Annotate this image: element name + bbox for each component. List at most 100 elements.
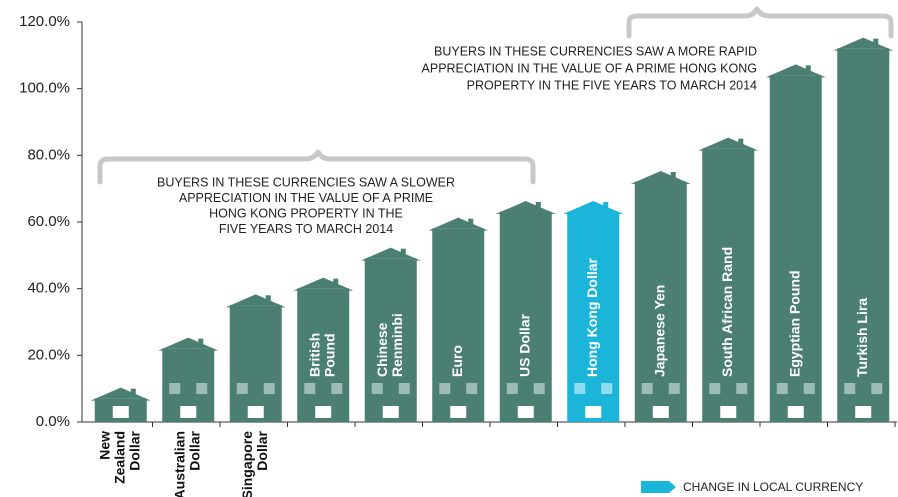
window <box>803 383 815 394</box>
roof <box>698 137 759 151</box>
door <box>247 406 264 418</box>
house <box>765 64 826 422</box>
window <box>668 383 680 394</box>
roof <box>158 337 219 351</box>
window <box>776 383 788 394</box>
window <box>736 383 748 394</box>
window <box>439 383 451 394</box>
bar-label: Hong Kong Dollar <box>584 257 600 377</box>
house <box>495 201 556 422</box>
window <box>533 383 545 394</box>
door <box>180 406 197 418</box>
window <box>304 383 316 394</box>
bar-label: Euro <box>449 345 465 377</box>
roof <box>563 201 624 214</box>
bar <box>229 305 282 422</box>
brace-slower <box>97 149 536 185</box>
roof <box>360 247 421 261</box>
window <box>506 383 518 394</box>
x-tick-label: Dollar <box>254 430 270 470</box>
y-tick-label: 100.0% <box>19 80 70 97</box>
y-tick-label: 60.0% <box>27 213 70 230</box>
brace-faster <box>626 6 894 39</box>
door <box>787 406 804 418</box>
annotation-line: PROPERTY IN THE FIVE YEARS TO MARCH 2014 <box>467 78 757 92</box>
chimney <box>670 172 676 178</box>
house <box>563 201 624 422</box>
bar <box>297 288 350 422</box>
chimney <box>130 388 136 395</box>
x-tick-label: New <box>96 431 112 460</box>
annotation-line: FIVE YEARS TO MARCH 2014 <box>219 222 393 236</box>
roof <box>428 217 489 231</box>
y-tick-label: 0.0% <box>36 413 70 430</box>
door <box>517 406 534 418</box>
x-tick-label: Dollar <box>186 430 202 470</box>
window <box>169 383 181 394</box>
house <box>158 337 219 422</box>
house <box>630 171 691 422</box>
bar <box>364 258 417 422</box>
door <box>450 406 467 418</box>
annotation-line: HONG KONG PROPERTY IN THE <box>209 206 403 220</box>
roof <box>833 37 894 51</box>
window <box>371 383 383 394</box>
x-tick-label: Singapore <box>239 431 255 497</box>
window <box>331 383 343 394</box>
chimney <box>198 338 204 345</box>
house <box>360 247 421 422</box>
door <box>855 406 872 418</box>
bar-label: Pound <box>321 333 337 377</box>
bar-label: Egyptian Pound <box>786 270 802 377</box>
bar-label: Chinese <box>374 322 390 377</box>
window <box>871 383 883 394</box>
bar-label: Renminbi <box>389 313 405 377</box>
annotation-line: APPRECIATION IN THE VALUE OF A PRIME <box>179 191 433 205</box>
roof <box>225 294 286 308</box>
annotation-line: APPRECIATION IN THE VALUE OF A PRIME HON… <box>422 61 757 75</box>
house <box>428 217 489 422</box>
window <box>844 383 856 394</box>
window <box>236 383 248 394</box>
bar <box>634 182 687 422</box>
house <box>698 137 759 422</box>
roof <box>293 277 354 291</box>
bar <box>702 148 755 422</box>
legend-label: CHANGE IN LOCAL CURRENCY <box>683 480 863 494</box>
window <box>263 383 275 394</box>
house <box>225 294 286 422</box>
house <box>90 387 151 422</box>
bar <box>837 48 890 423</box>
house <box>833 37 894 423</box>
chimney <box>873 38 879 45</box>
y-tick-label: 40.0% <box>27 280 70 297</box>
roof <box>765 64 826 78</box>
window <box>574 383 586 394</box>
roof <box>90 387 151 401</box>
chimney <box>738 138 744 145</box>
chimney <box>400 248 406 255</box>
annotation-faster: BUYERS IN THESE CURRENCIES SAW A MORE RA… <box>422 44 758 92</box>
chimney <box>333 278 339 285</box>
bar-label: Turkish Lira <box>854 298 870 377</box>
door <box>315 406 332 418</box>
door <box>112 406 129 418</box>
chimney <box>805 65 811 72</box>
chimney <box>468 218 474 225</box>
bar <box>769 75 822 422</box>
chimney <box>603 202 609 208</box>
window <box>709 383 721 394</box>
door <box>585 406 602 418</box>
chimney <box>265 295 271 302</box>
house <box>293 277 354 422</box>
door <box>652 406 669 418</box>
annotation-line: BUYERS IN THESE CURRENCIES SAW A MORE RA… <box>434 44 757 58</box>
bar-label: Japanese Yen <box>651 285 667 377</box>
x-tick-label: Dollar <box>126 430 142 470</box>
y-tick-label: 80.0% <box>27 146 70 163</box>
window <box>601 383 613 394</box>
x-tick-label: Zealand <box>111 431 127 484</box>
annotation-line: BUYERS IN THESE CURRENCIES SAW A SLOWER <box>157 175 455 189</box>
x-tick-label: Australian <box>171 431 187 497</box>
